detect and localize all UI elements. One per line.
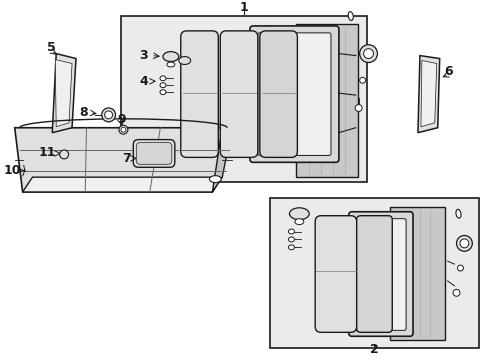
FancyBboxPatch shape <box>133 140 175 167</box>
Ellipse shape <box>288 245 294 250</box>
Polygon shape <box>19 128 232 177</box>
Polygon shape <box>55 59 72 127</box>
Polygon shape <box>22 177 222 192</box>
Ellipse shape <box>119 125 128 134</box>
Polygon shape <box>212 128 232 192</box>
Ellipse shape <box>459 239 468 248</box>
Ellipse shape <box>457 265 463 271</box>
Text: 10: 10 <box>3 164 20 177</box>
Ellipse shape <box>288 229 294 234</box>
FancyBboxPatch shape <box>356 216 391 332</box>
Text: 2: 2 <box>369 343 378 356</box>
Text: 9: 9 <box>117 113 125 126</box>
FancyBboxPatch shape <box>181 31 218 157</box>
Ellipse shape <box>166 62 175 67</box>
FancyBboxPatch shape <box>136 143 171 164</box>
Ellipse shape <box>456 235 471 251</box>
Text: 4: 4 <box>139 75 148 88</box>
Ellipse shape <box>363 49 373 59</box>
FancyBboxPatch shape <box>348 212 412 336</box>
Bar <box>121 16 366 182</box>
Ellipse shape <box>160 83 165 88</box>
Ellipse shape <box>359 45 377 63</box>
FancyBboxPatch shape <box>315 216 356 332</box>
Ellipse shape <box>102 108 115 122</box>
Ellipse shape <box>347 12 353 21</box>
Ellipse shape <box>288 237 294 242</box>
Text: 6: 6 <box>444 65 452 78</box>
Bar <box>296 24 357 177</box>
FancyBboxPatch shape <box>257 33 330 156</box>
Text: 3: 3 <box>139 49 148 62</box>
Ellipse shape <box>455 209 460 218</box>
Text: 1: 1 <box>239 1 248 14</box>
Text: 7: 7 <box>122 152 131 165</box>
FancyBboxPatch shape <box>220 31 257 157</box>
Ellipse shape <box>121 127 125 132</box>
Polygon shape <box>15 128 232 192</box>
Ellipse shape <box>60 150 68 159</box>
FancyBboxPatch shape <box>354 219 405 330</box>
Polygon shape <box>417 55 439 133</box>
Ellipse shape <box>452 289 459 296</box>
Ellipse shape <box>160 90 165 95</box>
Polygon shape <box>420 60 436 127</box>
Ellipse shape <box>359 77 365 83</box>
Ellipse shape <box>160 76 165 81</box>
Ellipse shape <box>289 208 308 220</box>
Text: 5: 5 <box>47 41 56 54</box>
Ellipse shape <box>179 57 190 64</box>
Ellipse shape <box>354 104 362 112</box>
Bar <box>269 198 478 348</box>
Text: 8: 8 <box>79 107 88 120</box>
Ellipse shape <box>209 176 221 183</box>
Bar <box>389 207 444 340</box>
Ellipse shape <box>163 51 179 62</box>
Text: 11: 11 <box>39 146 56 159</box>
Polygon shape <box>52 54 76 133</box>
FancyBboxPatch shape <box>259 31 297 157</box>
Ellipse shape <box>294 219 303 225</box>
Ellipse shape <box>104 111 112 119</box>
FancyBboxPatch shape <box>249 26 338 162</box>
